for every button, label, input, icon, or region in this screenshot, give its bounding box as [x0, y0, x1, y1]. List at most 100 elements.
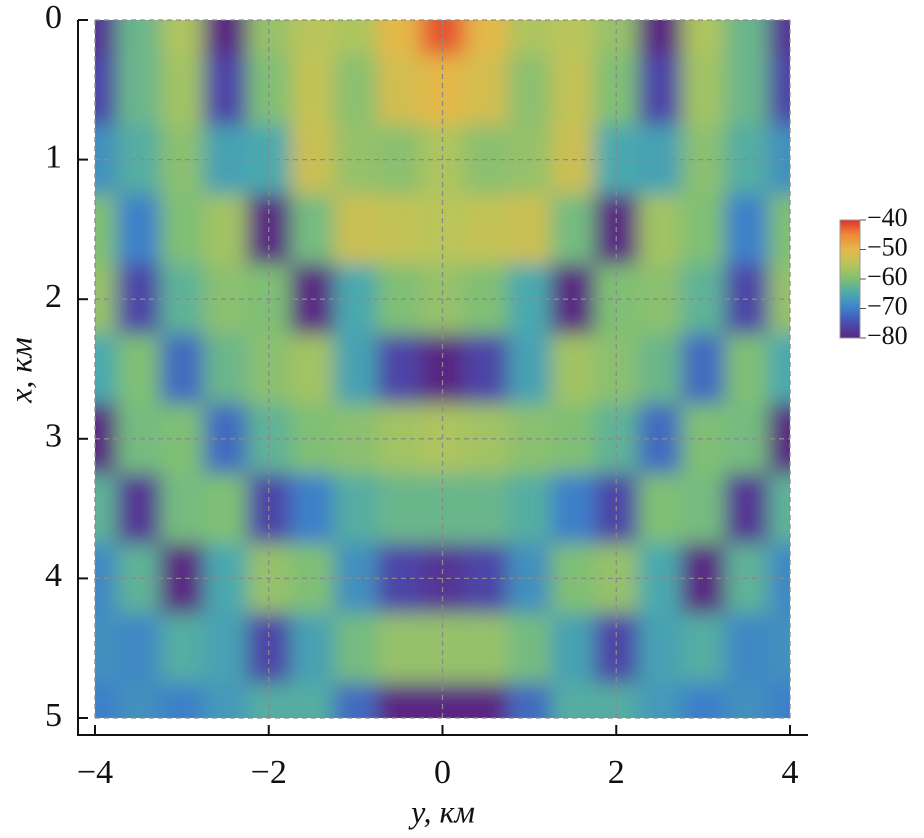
heatmap-cell — [203, 20, 248, 56]
colorbar-ticks: −40−50−60−70−80 — [860, 203, 908, 350]
x-tick-label: −2 — [251, 754, 287, 791]
heatmap-cell — [681, 194, 726, 265]
heatmap-cell — [637, 473, 682, 544]
heatmap-cell — [637, 613, 682, 684]
colorbar — [839, 219, 861, 339]
colorbar-tick-label: −40 — [867, 203, 908, 232]
heatmap-cell — [377, 683, 422, 718]
heatmap-cell — [724, 473, 769, 544]
heatmap-cell — [160, 334, 205, 405]
heatmap-cell — [203, 194, 248, 265]
heatmap-cell — [160, 683, 205, 718]
heatmap-cell — [377, 20, 422, 56]
heatmap-cell — [95, 194, 118, 265]
heatmap-cell — [551, 473, 596, 544]
heatmap-cell — [116, 613, 161, 684]
heatmap-cell — [464, 334, 509, 405]
heatmap-cell — [333, 473, 378, 544]
heatmap-cell — [681, 683, 726, 718]
heatmap-cell — [464, 194, 509, 265]
heatmap-cell — [768, 124, 790, 195]
heatmap-cell — [116, 20, 161, 56]
x-tick-label: 2 — [608, 754, 625, 791]
heatmap-cell — [724, 54, 769, 126]
x-tick-label: −4 — [77, 754, 113, 791]
colorbar-tick-label: −50 — [867, 232, 908, 261]
heatmap-cell — [377, 54, 422, 126]
heatmap-cell — [724, 683, 769, 718]
heatmap-cell — [160, 194, 205, 265]
heatmap-cell — [116, 54, 161, 126]
heatmap-cell — [333, 683, 378, 718]
heatmap-cell — [724, 613, 769, 684]
heatmap-cell — [507, 473, 552, 544]
heatmap-cell — [507, 334, 552, 405]
heatmap-cell — [333, 334, 378, 405]
heatmap-cell — [290, 194, 335, 265]
heatmap-cell — [768, 334, 790, 405]
heatmap-cell — [160, 20, 205, 56]
heatmap-cell — [464, 683, 509, 718]
heatmap-cell — [637, 683, 682, 718]
heatmap-cell — [551, 54, 596, 126]
x-tick-label: 0 — [434, 754, 451, 791]
heatmap-cell — [637, 194, 682, 265]
heatmap-cell — [768, 403, 790, 475]
heatmap-cell — [464, 54, 509, 126]
heatmap-cell — [724, 334, 769, 405]
heatmap-cell — [377, 613, 422, 684]
heatmap-cell — [637, 54, 682, 126]
colorbar-tick-label: −70 — [867, 291, 908, 320]
heatmap-cell — [203, 334, 248, 405]
heatmap-cell — [507, 194, 552, 265]
grid — [94, 19, 791, 719]
y-tick-label: 3 — [45, 418, 62, 455]
heatmap-cell — [507, 613, 552, 684]
colorbar-tick-label: −60 — [867, 262, 908, 291]
heatmap-cell — [551, 20, 596, 56]
y-tick-label: 2 — [45, 278, 62, 315]
heatmap-cell — [95, 613, 118, 684]
heatmap-cell — [377, 473, 422, 544]
heatmap-cell — [681, 54, 726, 126]
heatmap-cell — [681, 613, 726, 684]
heatmap-cell — [551, 613, 596, 684]
heatmap-cell — [290, 613, 335, 684]
heatmap-cell — [507, 20, 552, 56]
heatmap-cell — [681, 334, 726, 405]
heatmap-cell — [203, 613, 248, 684]
y-tick-label: 5 — [45, 697, 62, 734]
y-axis-title: x, км — [2, 337, 38, 404]
heatmap-cell — [551, 683, 596, 718]
heatmap-cell — [768, 543, 790, 614]
heatmap-cell — [724, 194, 769, 265]
heatmap-cell — [333, 613, 378, 684]
ticks: 0 1 2 3 4 5 −4 −2 0 2 4 — [45, 0, 799, 791]
heatmap-cell — [377, 334, 422, 405]
heatmap-cell — [203, 54, 248, 126]
heatmap-cell — [203, 473, 248, 544]
heatmap-cell — [290, 20, 335, 56]
heatmap-cell — [507, 54, 552, 126]
heatmap-cell — [95, 683, 118, 718]
heatmap-cell — [724, 20, 769, 56]
heatmap-cell — [377, 194, 422, 265]
heatmap-cell — [637, 20, 682, 56]
heatmap-cell — [464, 20, 509, 56]
heatmap-cell — [681, 20, 726, 56]
heatmap-cell — [464, 613, 509, 684]
heatmap-cell — [290, 334, 335, 405]
heatmap-cell — [768, 613, 790, 684]
y-tick-label: 1 — [45, 138, 62, 175]
y-tick-label: 0 — [45, 0, 62, 36]
x-axis-title: y, км — [408, 793, 475, 829]
y-tick-label: 4 — [45, 557, 62, 594]
heatmap-cell — [768, 264, 790, 335]
heatmap-cell — [464, 473, 509, 544]
heatmap-cell — [768, 194, 790, 265]
heatmap-cell — [507, 683, 552, 718]
heatmap-cell — [551, 334, 596, 405]
heatmap-cell — [290, 54, 335, 126]
heatmap-cell — [116, 334, 161, 405]
